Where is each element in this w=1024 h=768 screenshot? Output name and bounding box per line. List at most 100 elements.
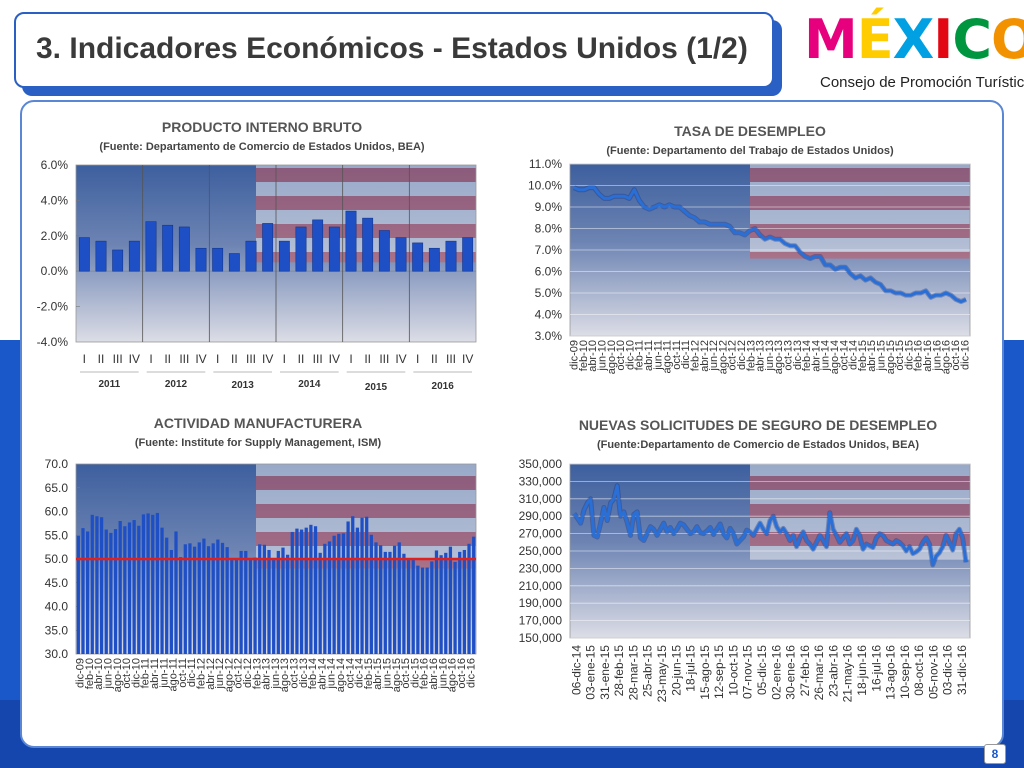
quarter-label: II [364, 352, 371, 366]
x-tick-label: dic-11 [680, 340, 692, 369]
bar [341, 533, 346, 654]
year-label: 2014 [298, 379, 321, 390]
bar [397, 542, 401, 654]
x-tick-label: abr-16 [428, 658, 440, 690]
x-tick-label: 12-sep-15 [712, 645, 726, 699]
x-tick-label: jun-16 [437, 658, 449, 690]
bar [362, 217, 374, 272]
quarter-label: II [298, 352, 305, 366]
y-tick-label: 6.0% [41, 158, 69, 172]
x-tick-label: jun-13 [270, 658, 282, 690]
quarter-label: IV [329, 352, 340, 366]
bar [195, 247, 207, 272]
x-tick-label: 21-may-16 [841, 645, 855, 703]
unemployment-chart: TASA DE DESEMPLEO (Fuente: Departamento d… [528, 123, 971, 374]
x-tick-label: 31-ene-15 [598, 645, 612, 700]
x-tick-label: jun-10 [102, 658, 114, 690]
quarter-label: III [179, 352, 189, 366]
x-tick-label: jun-13 [764, 340, 776, 372]
y-tick-label: 230,000 [519, 561, 563, 575]
bar [312, 219, 324, 272]
year-label: 2012 [165, 379, 188, 390]
x-tick-label: abr-13 [755, 340, 767, 372]
page-number: 8 [984, 744, 1006, 764]
x-tick-label: dic-11 [186, 658, 198, 687]
bar [220, 542, 225, 654]
bar [332, 535, 336, 654]
x-tick-label: jun-10 [596, 340, 608, 372]
y-tick-label: 35.0 [45, 623, 69, 637]
bar [146, 513, 150, 654]
bar [281, 547, 285, 654]
x-tick-label: oct-11 [177, 658, 189, 688]
bar [151, 514, 155, 654]
x-tick-label: oct-16 [456, 658, 468, 689]
bar [86, 531, 90, 654]
bar [230, 559, 234, 654]
bar [267, 549, 271, 654]
x-tick-label: 05-nov-16 [926, 645, 940, 699]
x-tick-label: 08-oct-16 [912, 645, 926, 696]
y-tick-label: -2.0% [37, 300, 69, 314]
x-tick-label: oct-11 [671, 340, 683, 370]
bar [169, 549, 173, 654]
x-tick-label: dic-13 [298, 658, 310, 688]
quarter-label: III [246, 352, 256, 366]
x-tick-label: dic-14 [848, 340, 860, 370]
bar [90, 514, 94, 654]
quarter-label: I [216, 352, 219, 366]
quarter-label: III [446, 352, 456, 366]
bar [462, 237, 474, 272]
y-tick-label: 4.0% [41, 193, 69, 207]
bar [445, 240, 457, 272]
bar [313, 526, 318, 654]
y-tick-label: 11.0% [529, 157, 562, 171]
y-tick-label: 50.0 [45, 552, 69, 566]
x-tick-label: dic-16 [465, 658, 477, 688]
x-tick-label: abr-16 [922, 340, 934, 372]
y-tick-label: 190,000 [519, 596, 563, 610]
bar [132, 520, 136, 654]
x-tick-label: 18-jun-16 [855, 645, 869, 696]
y-tick-label: 330,000 [519, 474, 563, 488]
x-tick-label: 07-nov-15 [741, 645, 755, 699]
chart-title: PRODUCTO INTERNO BRUTO [162, 119, 362, 135]
chart-title: ACTIVIDAD MANUFACTURERA [154, 415, 362, 431]
bar [262, 223, 274, 272]
x-tick-label: abr-11 [643, 340, 655, 371]
bar [228, 253, 240, 272]
year-label: 2016 [432, 381, 455, 392]
year-label: 2013 [232, 380, 255, 391]
bar [412, 242, 424, 272]
bar [395, 237, 407, 272]
bar [178, 226, 190, 272]
bar [192, 546, 197, 654]
bar [462, 549, 466, 654]
bar [216, 539, 220, 654]
x-tick-label: oct-13 [289, 658, 301, 689]
x-tick-label: jun-11 [652, 340, 664, 371]
x-tick-label: 20-jun-15 [669, 645, 683, 696]
x-tick-label: feb-15 [363, 658, 375, 689]
bar [109, 532, 113, 654]
gdp-chart: PRODUCTO INTERNO BRUTO (Fuente: Departame… [37, 119, 477, 393]
quarter-label: IV [262, 352, 273, 366]
bar [118, 521, 122, 654]
year-label: 2011 [98, 379, 120, 390]
bar [95, 240, 107, 272]
y-tick-label: 310,000 [519, 492, 563, 506]
bar [179, 557, 183, 654]
x-tick-label: 03-dic-16 [941, 645, 955, 695]
x-tick-label: abr-14 [810, 340, 822, 372]
bar [211, 543, 215, 654]
x-tick-label: 18-jul-15 [684, 645, 698, 692]
bar [262, 544, 266, 654]
y-tick-label: 9.0% [535, 200, 563, 214]
bar [434, 550, 439, 654]
x-tick-label: feb-10 [84, 658, 96, 689]
quarter-label: II [164, 352, 171, 366]
bar [428, 247, 440, 272]
bar [430, 561, 434, 654]
y-tick-label: 10.0% [528, 179, 562, 193]
bar [155, 512, 160, 654]
